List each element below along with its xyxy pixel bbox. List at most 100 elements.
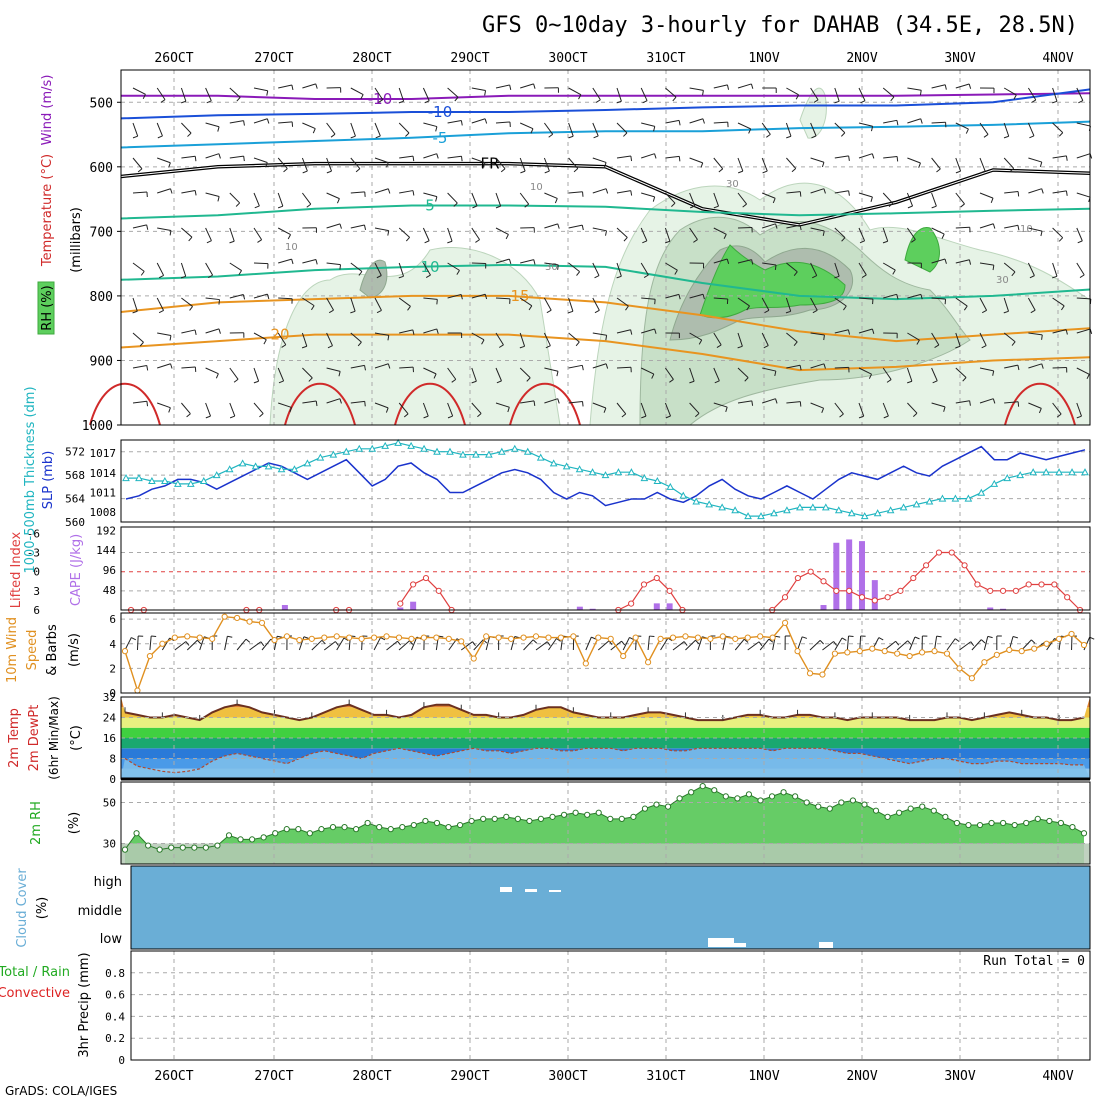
wind-barb bbox=[568, 157, 579, 169]
wind-speed-marker bbox=[956, 665, 963, 672]
wind-barb bbox=[374, 87, 384, 100]
thickness-marker bbox=[1068, 468, 1076, 476]
pressure-tick-label: 1000 bbox=[82, 419, 113, 434]
wind-speed-marker bbox=[184, 633, 191, 640]
wind-speed-marker bbox=[856, 648, 863, 655]
wind-barb bbox=[215, 373, 219, 379]
rh2m-marker bbox=[214, 842, 221, 849]
wind-barb bbox=[1076, 87, 1084, 101]
wind-barb bbox=[436, 328, 439, 334]
bottom-date-label: 28OCT bbox=[352, 1069, 391, 1084]
thickness-marker bbox=[588, 468, 597, 476]
wind-barb bbox=[245, 638, 251, 643]
wind-barb bbox=[460, 156, 463, 162]
thickness-marker bbox=[796, 503, 804, 511]
rh2m-marker bbox=[907, 805, 914, 812]
wind-barb bbox=[652, 196, 656, 202]
wind-barb bbox=[1004, 191, 1019, 194]
wind-barb bbox=[912, 412, 918, 418]
wind-barb bbox=[1076, 192, 1091, 198]
wind-barb bbox=[963, 305, 968, 311]
wind-barb bbox=[168, 407, 171, 413]
rh2m-panel: 30 50 2m RH (%) bbox=[29, 781, 1091, 865]
thickness-marker bbox=[1003, 474, 1012, 482]
wind-barb bbox=[194, 329, 197, 335]
wind-barb bbox=[1038, 408, 1042, 414]
wind-barb bbox=[799, 225, 802, 231]
wind-barb bbox=[1056, 413, 1062, 418]
wind-barb bbox=[987, 635, 993, 639]
wind-barb bbox=[944, 258, 947, 264]
wind-barb bbox=[422, 262, 431, 276]
wind-tick-label: 2 bbox=[109, 662, 116, 675]
wind-barb bbox=[834, 122, 846, 134]
rh2m-marker bbox=[491, 815, 498, 823]
thickness-marker bbox=[834, 506, 843, 514]
rh2m-marker bbox=[780, 789, 787, 796]
wind-barb bbox=[387, 230, 390, 236]
wind-barb bbox=[253, 380, 259, 384]
wind-barb bbox=[253, 332, 267, 341]
bottom-date-label: 27OCT bbox=[254, 1069, 293, 1084]
temperature-color-band bbox=[121, 738, 1090, 749]
wind-barb bbox=[641, 415, 647, 419]
wind-barb bbox=[896, 640, 908, 651]
wind-barb bbox=[277, 227, 291, 236]
thickness-marker bbox=[666, 482, 675, 490]
wind-barb bbox=[235, 202, 241, 207]
lifted-index-marker bbox=[999, 587, 1007, 594]
wind-barb bbox=[882, 192, 894, 204]
wind-speed-marker bbox=[271, 636, 278, 644]
temperature-tick-label: 8 bbox=[109, 753, 116, 766]
cape-bar bbox=[589, 608, 596, 610]
temperature-contour bbox=[89, 382, 161, 426]
precip-total-rain-label: Total / Rain bbox=[0, 965, 70, 980]
wind-barb bbox=[357, 341, 362, 347]
wind-barb bbox=[422, 87, 430, 101]
wind-speed-marker bbox=[570, 633, 577, 640]
rh2m-marker bbox=[896, 809, 903, 816]
thickness-marker bbox=[1029, 468, 1038, 476]
wind-barb bbox=[500, 168, 506, 173]
wind-barb bbox=[955, 259, 970, 264]
thickness-marker bbox=[562, 462, 571, 470]
wind-barb bbox=[888, 202, 894, 208]
wind-speed-marker bbox=[943, 650, 951, 657]
wind-barb bbox=[399, 366, 414, 369]
rh2m-marker bbox=[318, 826, 325, 833]
wind-barb bbox=[438, 635, 444, 638]
wind-barb bbox=[641, 328, 655, 334]
wind-barb bbox=[1031, 639, 1036, 644]
wind-barb bbox=[229, 415, 235, 419]
wind-barb bbox=[672, 96, 677, 102]
wind-barb bbox=[140, 271, 145, 276]
wind-barb bbox=[907, 640, 912, 645]
wind-barb bbox=[1076, 262, 1085, 276]
wind-barb bbox=[965, 128, 969, 134]
wind-barb bbox=[960, 203, 965, 208]
wind-barb bbox=[554, 198, 558, 204]
temperature-contour bbox=[120, 333, 1091, 372]
wind-barb bbox=[907, 402, 918, 414]
wind-barb bbox=[640, 227, 648, 241]
wind-barb bbox=[1027, 87, 1037, 101]
wind-barb bbox=[157, 157, 171, 164]
wind-barb bbox=[543, 297, 552, 311]
wind-barb bbox=[799, 365, 802, 371]
cape-bar bbox=[820, 605, 827, 610]
wind-barb bbox=[916, 339, 920, 345]
wind-barb bbox=[544, 398, 558, 404]
wind-barb bbox=[374, 332, 389, 336]
wind-barb bbox=[544, 170, 550, 174]
temperature-axis-label: Temperature (°C) bbox=[40, 154, 55, 267]
wind-barb bbox=[350, 364, 365, 369]
wind-barb bbox=[914, 636, 920, 640]
wind-barb bbox=[544, 262, 559, 266]
wind-speed-marker bbox=[707, 635, 714, 642]
wind-barb bbox=[568, 297, 574, 312]
wind-barb bbox=[447, 262, 460, 271]
cloud-cover-panel: high middle low Cloud Cover (%) bbox=[15, 865, 1091, 950]
wind-speed-marker bbox=[408, 635, 415, 642]
wind-barb bbox=[350, 224, 365, 229]
rh2m-marker bbox=[584, 811, 591, 818]
